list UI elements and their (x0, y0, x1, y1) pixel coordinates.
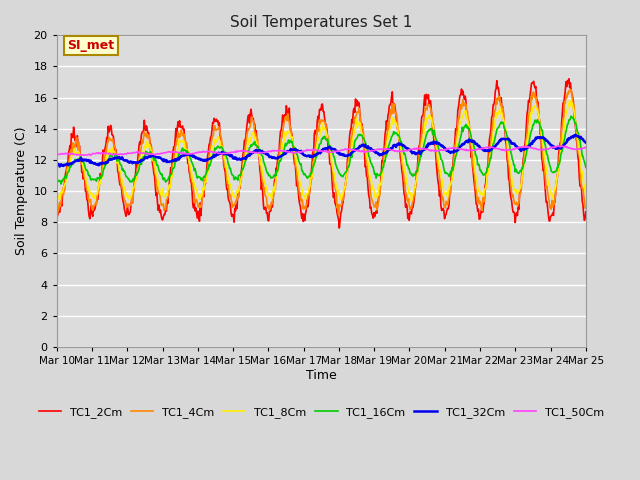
TC1_16Cm (402, 154, 410, 159)
Text: SI_met: SI_met (67, 39, 115, 52)
Y-axis label: Soil Temperature (C): Soil Temperature (C) (15, 127, 28, 255)
X-axis label: Time: Time (306, 369, 337, 382)
TC1_2Cm (63, 168, 70, 174)
TC1_8Cm (566, 97, 573, 103)
TC1_50Cm (172, 149, 179, 155)
TC1_4Cm (198, 195, 206, 201)
TC1_8Cm (401, 170, 409, 176)
TC1_32Cm (387, 147, 394, 153)
TC1_8Cm (117, 169, 125, 175)
TC1_32Cm (572, 132, 579, 138)
TC1_8Cm (53, 198, 61, 204)
TC1_50Cm (387, 147, 394, 153)
TC1_16Cm (387, 138, 394, 144)
TC1_2Cm (335, 225, 343, 231)
TC1_8Cm (385, 128, 393, 133)
TC1_32Cm (582, 140, 589, 145)
TC1_32Cm (172, 156, 179, 162)
TC1_4Cm (63, 175, 70, 181)
Line: TC1_50Cm: TC1_50Cm (57, 146, 586, 156)
TC1_2Cm (565, 76, 573, 82)
TC1_4Cm (387, 115, 394, 120)
TC1_4Cm (567, 87, 575, 93)
TC1_16Cm (172, 158, 179, 164)
TC1_4Cm (335, 212, 342, 217)
Line: TC1_2Cm: TC1_2Cm (57, 79, 586, 228)
TC1_8Cm (582, 191, 589, 197)
TC1_50Cm (402, 147, 410, 153)
TC1_16Cm (58, 181, 65, 187)
TC1_50Cm (53, 152, 61, 157)
TC1_4Cm (171, 154, 179, 159)
TC1_8Cm (63, 177, 70, 183)
TC1_16Cm (53, 176, 61, 181)
TC1_50Cm (118, 151, 125, 157)
Legend: TC1_2Cm, TC1_4Cm, TC1_8Cm, TC1_16Cm, TC1_32Cm, TC1_50Cm: TC1_2Cm, TC1_4Cm, TC1_8Cm, TC1_16Cm, TC1… (34, 402, 609, 422)
TC1_2Cm (171, 146, 179, 152)
TC1_32Cm (118, 155, 125, 161)
TC1_32Cm (56, 164, 63, 169)
TC1_2Cm (117, 181, 125, 187)
TC1_4Cm (582, 205, 589, 211)
Line: TC1_32Cm: TC1_32Cm (57, 135, 586, 167)
TC1_2Cm (53, 205, 61, 211)
TC1_2Cm (402, 204, 410, 210)
TC1_32Cm (199, 158, 207, 164)
TC1_16Cm (63, 172, 71, 178)
TC1_4Cm (53, 209, 61, 215)
Line: TC1_16Cm: TC1_16Cm (57, 116, 586, 184)
Title: Soil Temperatures Set 1: Soil Temperatures Set 1 (230, 15, 412, 30)
TC1_50Cm (582, 144, 589, 150)
TC1_2Cm (387, 102, 394, 108)
TC1_50Cm (554, 143, 562, 149)
TC1_16Cm (567, 113, 575, 119)
TC1_16Cm (199, 175, 207, 181)
TC1_8Cm (198, 190, 206, 195)
TC1_8Cm (171, 160, 179, 166)
TC1_32Cm (63, 161, 71, 167)
TC1_4Cm (117, 180, 125, 186)
TC1_16Cm (118, 163, 125, 168)
Line: TC1_8Cm: TC1_8Cm (57, 100, 586, 201)
Line: TC1_4Cm: TC1_4Cm (57, 90, 586, 215)
TC1_50Cm (87, 153, 95, 158)
TC1_2Cm (582, 209, 589, 215)
TC1_50Cm (63, 151, 70, 156)
TC1_32Cm (402, 145, 410, 151)
TC1_16Cm (582, 165, 589, 170)
TC1_32Cm (53, 159, 61, 165)
TC1_2Cm (198, 193, 206, 199)
TC1_4Cm (402, 190, 410, 195)
TC1_50Cm (199, 148, 207, 154)
